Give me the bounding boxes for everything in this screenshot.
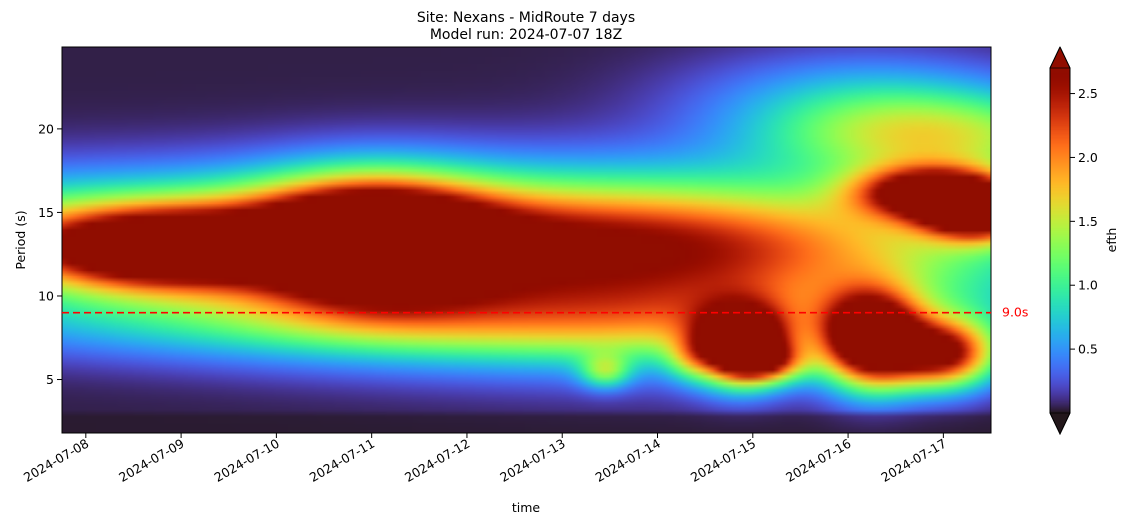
heatmap-image xyxy=(62,47,991,433)
y-tick-label: 5 xyxy=(46,372,54,387)
colorbar-extend-bottom xyxy=(1049,412,1071,435)
y-tick-label: 10 xyxy=(38,288,54,303)
x-tick-label: 2024-07-10 xyxy=(211,436,281,485)
colorbar: 0.5 1.0 1.5 2.0 2.5 efth xyxy=(1049,46,1119,436)
chart-subtitle: Model run: 2024-07-07 18Z xyxy=(430,27,622,43)
y-axis: 5 10 15 20 xyxy=(38,121,62,387)
colorbar-tick-label: 0.5 xyxy=(1078,342,1098,357)
x-tick-label: 2024-07-16 xyxy=(783,436,853,485)
colorbar-tick-label: 2.5 xyxy=(1078,86,1098,101)
colorbar-outline xyxy=(1049,46,1071,436)
colorbar-tick-label: 1.0 xyxy=(1078,278,1098,293)
colorbar-tick-label: 2.0 xyxy=(1078,150,1098,165)
x-tick-label: 2024-07-12 xyxy=(402,436,472,485)
y-axis-label: Period (s) xyxy=(13,210,28,269)
x-tick-label: 2024-07-14 xyxy=(593,436,663,485)
colorbar-gradient xyxy=(1050,68,1070,413)
colorbar-tick-label: 1.5 xyxy=(1078,214,1098,229)
x-axis: 2024-07-08 2024-07-09 2024-07-10 2024-07-11… xyxy=(21,433,949,485)
y-tick-label: 20 xyxy=(38,121,54,136)
x-tick-label: 2024-07-11 xyxy=(307,436,377,485)
colorbar-label: efth xyxy=(1104,228,1119,253)
plot-frame xyxy=(61,46,992,434)
x-tick-label: 2024-07-08 xyxy=(21,436,91,485)
x-tick-label: 2024-07-15 xyxy=(688,436,758,485)
colorbar-ticks: 0.5 1.0 1.5 2.0 2.5 xyxy=(1070,86,1098,357)
reference-line-label: 9.0s xyxy=(1002,305,1028,320)
colorbar-extend-top xyxy=(1049,46,1071,69)
x-axis-label: time xyxy=(512,500,541,515)
x-tick-label: 2024-07-09 xyxy=(116,436,186,485)
chart-title: Site: Nexans - MidRoute 7 days xyxy=(417,10,635,26)
x-tick-label: 2024-07-17 xyxy=(878,436,948,485)
heatmap-plot-area xyxy=(61,46,992,434)
y-tick-label: 15 xyxy=(38,205,54,220)
x-tick-label: 2024-07-13 xyxy=(497,436,567,485)
